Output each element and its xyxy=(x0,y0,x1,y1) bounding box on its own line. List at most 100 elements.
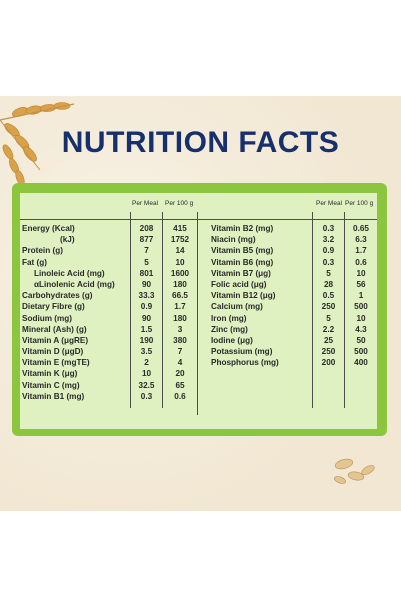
cell-value: 50 xyxy=(356,335,366,345)
row-label: Carbohydrates (g) xyxy=(22,291,93,301)
row-label: Vitamin B6 (mg) xyxy=(211,257,274,267)
row-label: Phosphorus (mg) xyxy=(211,358,279,368)
cell-value: 10 xyxy=(175,257,185,267)
row-label: Zinc (mg) xyxy=(211,324,248,334)
row-label: Protein (g) xyxy=(22,246,63,256)
left-per-meal-values: 208 877 7 5 801 90 33.3 0.9 90 1.5 190 3… xyxy=(131,223,162,402)
cell-value: 7 xyxy=(144,246,149,256)
cell-value: 1752 xyxy=(170,235,190,245)
cell-value: 1.7 xyxy=(355,246,367,256)
cell-value: 28 xyxy=(323,279,334,289)
row-label: Vitamin B1 (mg) xyxy=(22,391,85,401)
row-label: Fat (g) xyxy=(22,257,48,267)
cell-value: 66.5 xyxy=(172,291,188,301)
right-per-meal-values: 0.3 3.2 0.9 0.3 5 28 0.5 250 5 2.2 25 25… xyxy=(313,223,344,368)
row-label: Iron (mg) xyxy=(211,313,247,323)
right-labels: Vitamin B2 (mg) Niacin (mg) Vitamin B5 (… xyxy=(211,223,311,368)
cell-value: 20 xyxy=(175,369,185,379)
cell-value: 190 xyxy=(139,335,154,345)
cell-value: 0.3 xyxy=(322,257,335,267)
cell-value: 25 xyxy=(323,335,334,345)
oat-seeds-icon xyxy=(333,458,375,484)
cell-value: 6.3 xyxy=(355,235,367,245)
row-label: Vitamin B5 (mg) xyxy=(211,246,274,256)
cell-value: 14 xyxy=(175,246,185,256)
cell-value: 400 xyxy=(354,358,368,368)
cell-value: 1.7 xyxy=(174,302,186,312)
right-per-100g-values: 0.65 6.3 1.7 0.6 10 56 1 500 10 4.3 50 5… xyxy=(345,223,377,368)
cell-value: 200 xyxy=(321,358,336,368)
cell-value: 4.3 xyxy=(355,324,367,334)
row-label: Dietary Fibre (g) xyxy=(22,302,85,312)
cell-value: 877 xyxy=(139,235,154,245)
cell-value: 1.5 xyxy=(140,324,153,334)
cell-value: 3 xyxy=(177,324,183,334)
cell-value: 180 xyxy=(173,279,187,289)
row-label: Mineral (Ash) (g) xyxy=(22,324,87,334)
left-header-per-meal: Per Meal xyxy=(132,200,159,207)
divider-right-1 xyxy=(312,212,313,408)
cell-value: 380 xyxy=(173,335,187,345)
cell-value: 2 xyxy=(144,358,149,368)
row-label: (kJ) xyxy=(60,235,75,245)
cell-value: 250 xyxy=(321,302,336,312)
cell-value: 0.6 xyxy=(174,391,186,401)
row-label: Linoleic Acid (mg) xyxy=(34,268,105,278)
cell-value: 415 xyxy=(173,224,187,233)
row-label: Niacin (mg) xyxy=(211,235,256,245)
cell-value: 7 xyxy=(177,347,183,357)
cell-value: 10 xyxy=(356,313,366,323)
cell-value: 0.65 xyxy=(353,224,369,233)
divider-right-2 xyxy=(344,212,345,408)
cell-value: 250 xyxy=(321,347,336,357)
cell-value: 65 xyxy=(175,380,185,390)
wheat-icon xyxy=(0,102,75,186)
row-label: Vitamin B2 (mg) xyxy=(211,224,274,233)
row-label: Potassium (mg) xyxy=(211,347,273,357)
row-label: Vitamin K (μg) xyxy=(22,369,78,379)
row-label: Iodine (μg) xyxy=(211,335,253,345)
cell-value: 90 xyxy=(141,279,152,289)
cell-value: 33.3 xyxy=(138,291,155,301)
row-label: Vitamin E (mgTE) xyxy=(22,358,90,368)
cell-value: 500 xyxy=(354,302,368,312)
page-title: NUTRITION FACTS xyxy=(61,126,340,159)
cell-value: 0.3 xyxy=(140,391,153,401)
row-label: Vitamin B7 (μg) xyxy=(211,268,271,278)
right-header-per-meal: Per Meal xyxy=(316,200,343,207)
divider-center xyxy=(197,212,198,415)
cell-value: 0.3 xyxy=(322,224,335,233)
row-label: Sodium (mg) xyxy=(22,313,73,323)
cell-value: 5 xyxy=(326,268,331,278)
cell-value: 3.2 xyxy=(322,235,335,245)
row-label: Calcium (mg) xyxy=(211,302,263,312)
cell-value: 0.6 xyxy=(355,257,367,267)
left-header-per-100g: Per 100 g xyxy=(165,200,194,207)
row-label: Vitamin C (mg) xyxy=(22,380,80,390)
cell-value: 0.9 xyxy=(322,246,335,256)
cell-value: 90 xyxy=(141,313,152,323)
row-label: αLinolenic Acid (mg) xyxy=(34,279,115,289)
divider-left-1 xyxy=(130,212,131,408)
cell-value: 0.9 xyxy=(140,302,153,312)
row-label: Folic acid (μg) xyxy=(211,279,267,289)
cell-value: 801 xyxy=(139,268,154,278)
cell-value: 5 xyxy=(144,257,149,267)
row-label: Energy (Kcal) xyxy=(22,224,75,233)
cell-value: 10 xyxy=(356,268,366,278)
cell-value: 180 xyxy=(173,313,187,323)
divider-left-2 xyxy=(162,212,163,408)
cell-value: 208 xyxy=(139,224,154,233)
left-labels: Energy (Kcal) (kJ) Protein (g) Fat (g) L… xyxy=(22,223,128,402)
cell-value: 1600 xyxy=(170,268,190,278)
left-per-100g-values: 415 1752 14 10 1600 180 66.5 1.7 180 3 3… xyxy=(163,223,197,402)
cell-value: 500 xyxy=(354,347,368,357)
row-label: Vitamin A (μgRE) xyxy=(22,335,89,345)
cell-value: 2.2 xyxy=(322,324,335,334)
right-header-per-100g: Per 100 g xyxy=(345,200,374,207)
cell-value: 3.5 xyxy=(140,347,153,357)
cell-value: 56 xyxy=(356,279,366,289)
cell-value: 4 xyxy=(177,358,183,368)
cell-value: 5 xyxy=(326,313,331,323)
cell-value: 10 xyxy=(141,369,152,379)
